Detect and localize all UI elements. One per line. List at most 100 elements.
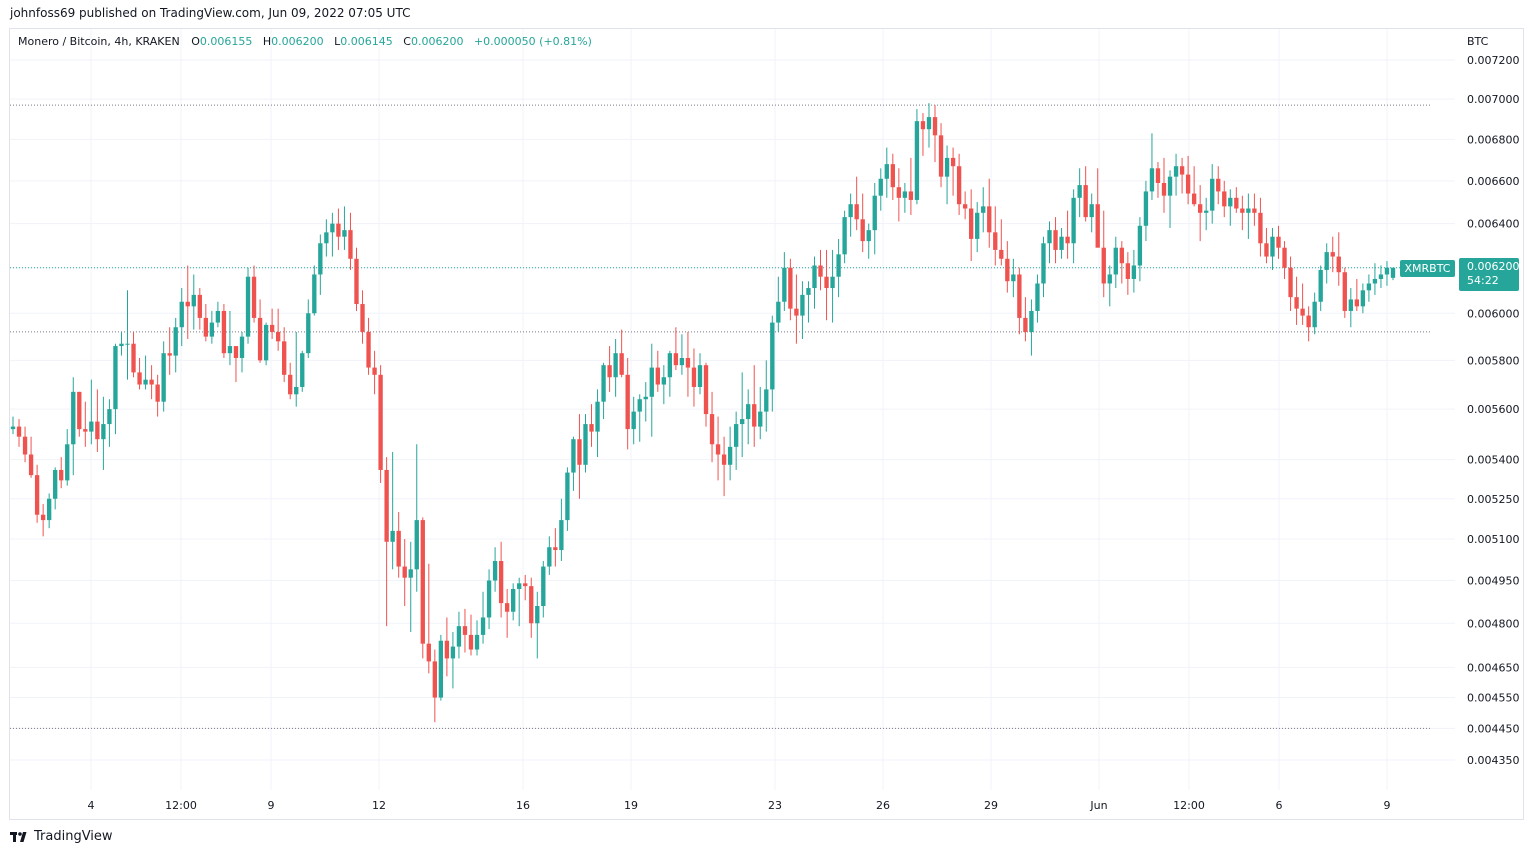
candle-body <box>1300 308 1305 316</box>
candle-body <box>553 547 558 550</box>
candle-body <box>125 343 130 345</box>
y-tick-label: 0.006400 <box>1467 218 1520 231</box>
y-tick-label: 0.005600 <box>1467 403 1520 416</box>
candle-body <box>812 265 817 289</box>
candle-body <box>426 643 431 662</box>
candle-body <box>932 117 938 136</box>
legend-high-value: 0.006200 <box>271 35 324 48</box>
candle-body <box>993 232 998 250</box>
x-tick-label: 29 <box>984 799 998 812</box>
candle-body <box>137 372 142 385</box>
candle-body <box>245 276 251 337</box>
candle-body <box>378 374 383 470</box>
y-tick-label: 0.007000 <box>1467 93 1520 106</box>
candle-body <box>1264 243 1269 257</box>
candle-body <box>167 353 172 356</box>
candle-body <box>462 626 468 635</box>
candle-body <box>938 135 944 177</box>
candle-body <box>733 424 739 447</box>
tradingview-footer[interactable]: TradingView <box>10 829 113 844</box>
candle-body <box>1270 236 1275 257</box>
candle-body <box>908 191 914 200</box>
candle-body <box>294 386 299 395</box>
candle-body <box>758 411 763 427</box>
y-tick-label: 0.004350 <box>1467 754 1520 767</box>
candle-body <box>414 520 419 570</box>
candle-body <box>1131 265 1137 279</box>
candle-body <box>565 472 570 521</box>
candle-body <box>1204 210 1209 213</box>
candle-body <box>318 243 323 275</box>
candle-body <box>842 217 847 255</box>
ohlc-legend: Monero / Bitcoin, 4h, KRAKEN O0.006155 H… <box>18 35 599 48</box>
candle-body <box>1107 274 1112 284</box>
candle-body <box>282 341 287 375</box>
candle-body <box>185 301 190 307</box>
candle-body <box>1354 299 1360 307</box>
candle-body <box>101 424 106 440</box>
candle-body <box>1348 299 1353 311</box>
candle-body <box>661 377 666 385</box>
y-tick-label: 0.005800 <box>1467 354 1520 367</box>
candle-body <box>330 223 335 233</box>
chart-frame[interactable] <box>9 28 1524 820</box>
candle-body <box>764 389 769 412</box>
candle-body <box>1294 297 1299 309</box>
legend-low-value: 0.006145 <box>340 35 393 48</box>
candle-body <box>1083 185 1088 218</box>
candle-body <box>1234 197 1239 209</box>
candle-body <box>1366 283 1372 291</box>
candle-body <box>595 401 600 432</box>
candle-body <box>1101 247 1106 284</box>
candle-body <box>1378 274 1384 279</box>
candle-body <box>1095 204 1100 248</box>
candle-body <box>631 411 636 430</box>
candle-body <box>902 191 908 198</box>
candle-body <box>312 274 317 314</box>
candle-body <box>450 646 456 659</box>
candle-body <box>752 404 757 427</box>
candle-body <box>999 249 1004 259</box>
x-tick-label: 12:00 <box>165 799 197 812</box>
candle-body <box>800 294 805 316</box>
candle-body <box>480 617 486 635</box>
candle-body <box>679 357 685 366</box>
candle-body <box>203 317 209 337</box>
y-tick-label: 0.006800 <box>1467 133 1520 146</box>
candle-body <box>1288 267 1293 298</box>
candle-body <box>890 164 895 188</box>
y-tick-label: 0.004950 <box>1467 575 1520 588</box>
bar-countdown: 54:22 <box>1467 274 1499 287</box>
x-tick-label: 9 <box>268 799 275 812</box>
candle-body <box>860 219 865 242</box>
x-tick-label: 6 <box>1276 799 1283 812</box>
candle-body <box>848 204 853 218</box>
candle-body <box>746 404 751 420</box>
candle-body <box>1210 178 1215 211</box>
candle-body <box>1372 278 1378 284</box>
candle-body <box>914 121 920 200</box>
candle-body <box>46 498 52 521</box>
y-tick-label: 0.006600 <box>1467 175 1520 188</box>
candle-body <box>1246 208 1251 213</box>
candle-body <box>685 357 691 368</box>
candle-body <box>1318 269 1323 302</box>
candle-body <box>740 419 745 425</box>
x-tick-label: 26 <box>876 799 890 812</box>
candle-body <box>968 208 974 239</box>
candle-body <box>619 353 624 375</box>
candle-body <box>1258 212 1263 244</box>
candle-body <box>113 346 118 410</box>
legend-symbol[interactable]: Monero / Bitcoin, 4h, KRAKEN <box>18 35 180 48</box>
candle-body <box>95 421 100 440</box>
candle-body <box>28 454 34 476</box>
price-axis-unit: BTC <box>1467 35 1489 48</box>
last-price-tag: 0.006200 54:22 <box>1459 258 1520 291</box>
candle-body <box>191 294 196 307</box>
candle-body <box>1312 301 1317 328</box>
y-tick-label: 0.004650 <box>1467 661 1520 674</box>
candle-body <box>547 547 552 567</box>
legend-close-value: 0.006200 <box>410 35 464 48</box>
candle-body <box>227 346 233 354</box>
